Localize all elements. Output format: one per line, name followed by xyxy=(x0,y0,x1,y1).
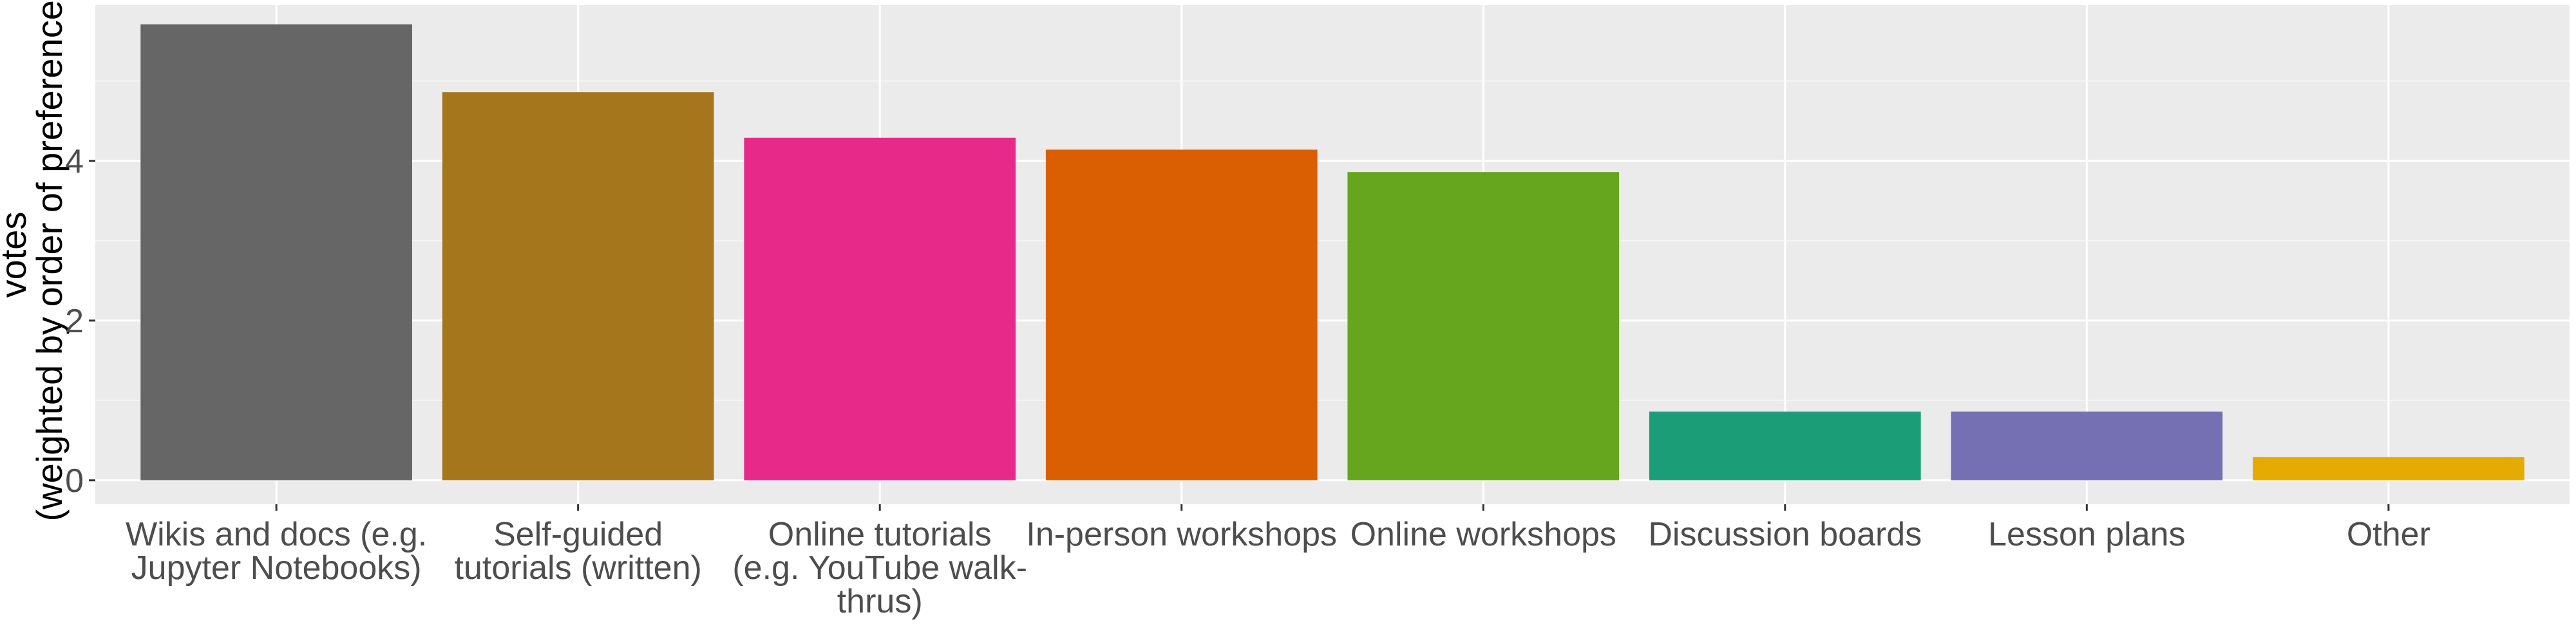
y-axis-title: votes(weighted by order of preference) xyxy=(0,0,70,522)
bar xyxy=(442,92,714,480)
y-axis-ticks: 0 2 4 xyxy=(65,143,95,500)
x-tick-label: Self-guided tutorials (written) xyxy=(455,516,702,587)
x-tick-label: Other xyxy=(2347,516,2430,553)
bar xyxy=(140,24,412,480)
bars xyxy=(140,24,2524,480)
bar xyxy=(1649,412,1921,480)
x-axis-ticks: Wikis and docs (e.g. Jupyter Notebooks) Se… xyxy=(126,504,2430,620)
bar xyxy=(1045,149,1318,480)
x-tick-label: Online workshops xyxy=(1350,516,1616,553)
bar xyxy=(1951,412,2223,480)
bar xyxy=(2253,457,2524,480)
y-tick-label: 0 xyxy=(65,462,84,500)
x-tick-label: Online tutorials (e.g. YouTube walk-thrus… xyxy=(732,516,1027,620)
x-tick-label: In-person workshops xyxy=(1026,516,1337,553)
bar xyxy=(744,137,1016,480)
y-tick-label: 2 xyxy=(65,303,84,340)
bar xyxy=(1347,172,1620,480)
x-tick-label: Wikis and docs (e.g. Jupyter Notebooks) xyxy=(126,516,427,587)
x-tick-label: Lesson plans xyxy=(1988,516,2185,553)
x-tick-label: Discussion boards xyxy=(1648,516,1922,553)
y-axis-title-text: votes(weighted by order of preference) xyxy=(0,0,70,522)
y-tick-label: 4 xyxy=(65,143,84,180)
